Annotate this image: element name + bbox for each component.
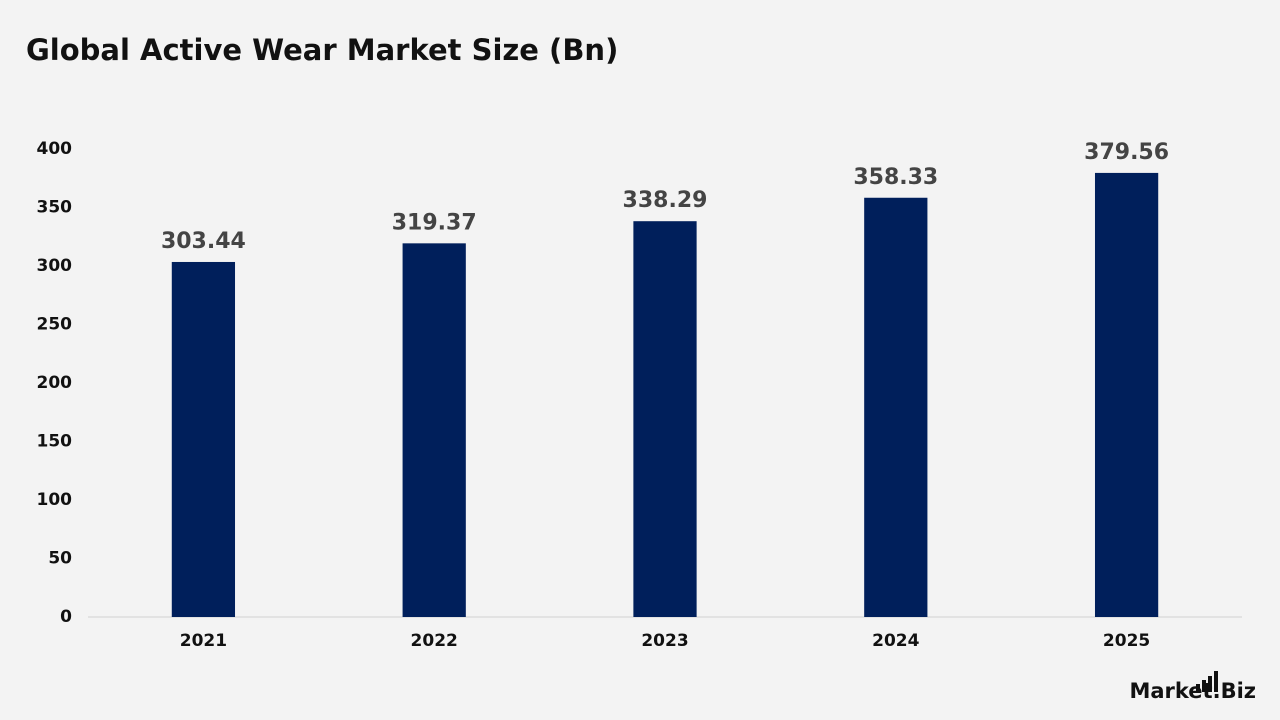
- y-tick-label: 400: [37, 139, 73, 159]
- y-tick-label: 300: [37, 256, 73, 276]
- y-tick-label: 150: [37, 432, 73, 452]
- data-label: 319.37: [392, 210, 477, 235]
- x-tick-label: 2022: [411, 631, 458, 651]
- bar: [171, 261, 236, 617]
- data-label: 338.29: [623, 188, 708, 213]
- x-tick-label: 2025: [1103, 631, 1150, 651]
- y-tick-label: 50: [48, 549, 72, 569]
- bar: [633, 221, 697, 618]
- data-label: 358.33: [853, 165, 938, 190]
- logo-icon: [1196, 671, 1218, 692]
- data-label: 379.56: [1084, 140, 1169, 165]
- y-tick-label: 200: [37, 373, 73, 393]
- y-tick-label: 350: [37, 198, 73, 218]
- y-tick-label: 100: [37, 490, 73, 510]
- x-tick-label: 2021: [180, 631, 227, 651]
- y-tick-label: 250: [37, 315, 73, 335]
- bar: [402, 243, 466, 617]
- bar: [1094, 172, 1159, 617]
- x-tick-label: 2024: [872, 631, 919, 651]
- y-tick-label: 0: [60, 607, 72, 627]
- data-label: 303.44: [161, 229, 246, 254]
- chart-title: Global Active Wear Market Size (Bn): [26, 33, 618, 67]
- logo: Market.Biz: [1129, 679, 1256, 703]
- bar: [864, 197, 928, 617]
- x-tick-label: 2023: [641, 631, 688, 651]
